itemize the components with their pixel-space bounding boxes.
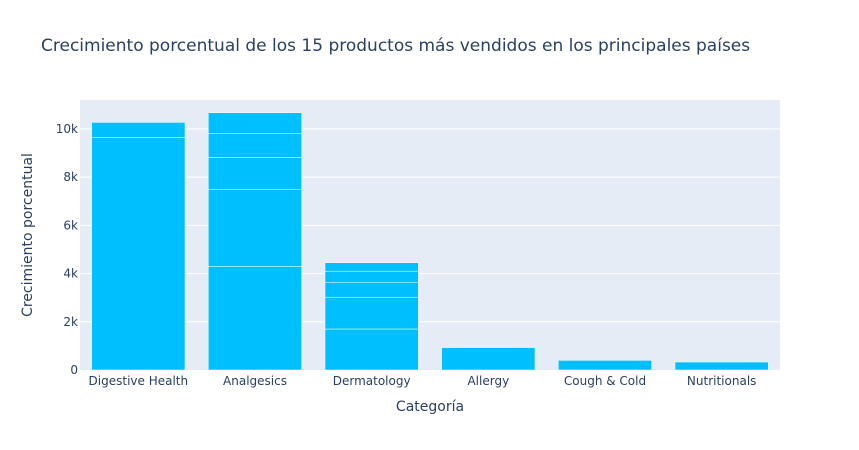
bar-segment[interactable] [208,266,302,371]
y-tick-label: 8k [63,170,78,184]
x-axis-title: Categoría [396,399,464,415]
bars [91,112,769,371]
x-tick-label: Nutritionals [687,374,756,388]
x-tick-label: Dermatology [333,374,411,388]
bar-segment[interactable] [674,361,769,371]
bar-segment[interactable] [208,112,302,135]
bar-segment[interactable] [324,270,419,283]
x-tick-label: Cough & Cold [564,374,646,388]
bar-segment[interactable] [208,133,302,158]
bar-segment[interactable] [324,262,419,272]
plot-area [80,100,780,370]
y-tick-label: 0 [70,363,78,377]
x-tick-label: Allergy [467,374,509,388]
x-tick-label: Digestive Health [89,374,189,388]
gridlines [80,128,780,323]
bar-segment[interactable] [91,137,186,371]
y-axis-title: Crecimiento porcentual [20,153,36,317]
y-tick-label: 4k [63,267,78,281]
y-tick-label: 2k [63,315,78,329]
y-tick-label: 6k [63,218,78,232]
bar-segment[interactable] [91,122,186,138]
bar-segment[interactable] [324,282,419,298]
bar-segment[interactable] [208,157,302,190]
chart-title: Crecimiento porcentual de los 15 product… [41,36,750,56]
bar-segment[interactable] [324,328,419,371]
y-axis-ticks: 0 2k 4k 6k 8k 10k [56,122,78,377]
x-tick-label: Analgesics [223,374,287,388]
bar-segment[interactable] [324,296,419,330]
bar-segment[interactable] [558,360,652,371]
bar-segment[interactable] [441,347,536,371]
x-axis-ticks: Digestive Health Analgesics Dermatology All… [89,374,757,388]
bar-segment[interactable] [208,188,302,267]
y-tick-label: 10k [56,122,78,136]
